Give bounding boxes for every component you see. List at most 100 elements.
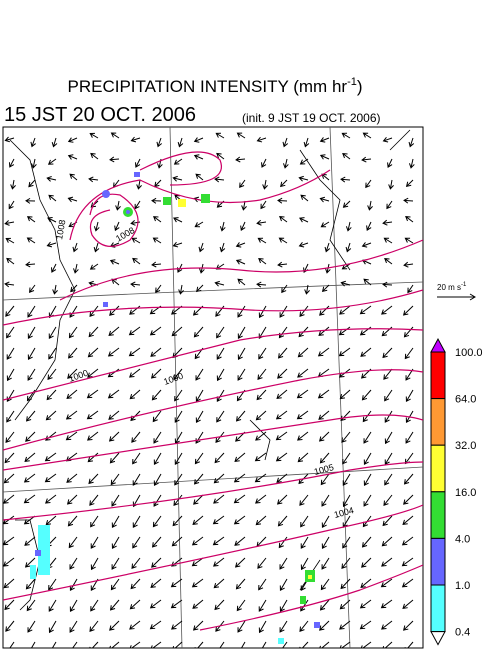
wind-arrow [258, 599, 267, 612]
wind-arrow [192, 515, 204, 526]
colorbar-segment [430, 584, 446, 633]
wind-arrow [362, 132, 372, 139]
title: PRECIPITATION INTENSITY (mm hr-1) [67, 76, 362, 96]
wind-arrow [279, 305, 288, 318]
wind-arrow [214, 599, 225, 611]
wind-arrow [320, 473, 330, 486]
wind-arrow [109, 620, 120, 631]
wind-arrow [297, 347, 309, 358]
wind-arrow [319, 641, 330, 648]
wind-arrow [277, 368, 288, 379]
wind-arrow [319, 620, 330, 631]
wind-arrow [234, 536, 246, 546]
wind-arrow [404, 641, 414, 648]
wind-arrow [235, 242, 246, 248]
wind-arrow [73, 263, 79, 274]
wind-arrow [405, 389, 414, 403]
precipitation [30, 172, 320, 644]
wind-arrow [90, 536, 99, 549]
title-text: PRECIPITATION INTENSITY (mm hr [67, 77, 347, 96]
wind-arrow [29, 284, 36, 293]
wind-arrow [278, 237, 288, 244]
wind-arrow [321, 284, 330, 292]
wind-arrow [26, 237, 36, 244]
wind-arrow [276, 494, 288, 505]
wind-arrow [405, 431, 414, 444]
wind-arrow [303, 137, 310, 148]
wind-arrow [108, 431, 120, 442]
wind-arrow [88, 473, 99, 485]
wind-arrow [233, 473, 246, 483]
wind-arrow [237, 620, 246, 633]
wind-arrow [214, 280, 225, 287]
wind-arrow [216, 326, 225, 339]
wind-arrow [195, 368, 204, 381]
wind-arrow [339, 641, 351, 648]
wind-arrow [340, 410, 351, 422]
wind-arrow [6, 326, 15, 339]
wind-arrow [381, 305, 393, 315]
wind-arrow [131, 431, 141, 443]
wind-arrow [5, 237, 15, 244]
wind-arrow [279, 557, 288, 570]
wind-arrow [298, 241, 309, 248]
wind-arrow [27, 305, 36, 318]
wind-arrow [150, 578, 162, 589]
wind-arrow [237, 368, 246, 381]
wind-arrow [195, 389, 204, 403]
wind-vectors [3, 132, 415, 648]
wind-arrow [110, 132, 120, 139]
wind-arrow [45, 431, 57, 441]
wind-arrow [153, 452, 162, 466]
wind-arrow [109, 305, 120, 316]
wind-arrow [405, 216, 414, 223]
wind-arrow [46, 389, 57, 401]
wind-arrow [255, 515, 267, 526]
wind-arrow [132, 452, 141, 465]
wind-arrow [384, 258, 393, 265]
wind-arrow [361, 156, 372, 163]
wind-arrow [255, 431, 267, 441]
wind-arrow [107, 368, 120, 378]
wind-arrow [195, 173, 204, 181]
wind-arrow [345, 242, 352, 253]
wind-arrow [318, 431, 330, 442]
wind-arrow [172, 515, 183, 527]
colorbar-segment [430, 351, 446, 400]
wind-arrow [172, 241, 183, 248]
wind-arrow [382, 515, 393, 527]
wind-arrow [93, 221, 100, 232]
wind-arrow [47, 158, 57, 165]
colorbar-label: 64.0 [455, 394, 476, 406]
wind-arrow [174, 452, 183, 465]
wind-arrow [278, 536, 288, 549]
wind-arrow [192, 620, 204, 631]
wind-arrow [107, 347, 120, 357]
wind-arrow [24, 557, 36, 568]
wind-arrow [219, 242, 226, 253]
wind-arrow [48, 599, 57, 612]
wind-arrow [177, 137, 184, 148]
wind-arrow [317, 347, 330, 357]
wind-arrow [129, 305, 141, 315]
wind-arrow [132, 515, 141, 528]
wind-arrow [360, 347, 372, 357]
wind-arrow [304, 284, 310, 295]
wind-arrow [110, 473, 120, 486]
wind-arrow [299, 620, 309, 632]
wind-arrow [51, 641, 57, 648]
wind-arrow [339, 599, 351, 610]
wind-arrow [51, 137, 58, 148]
wind-arrow [359, 599, 372, 609]
wind-arrow [342, 494, 351, 508]
wind-arrow [67, 196, 78, 203]
wind-arrow [108, 326, 120, 337]
wind-arrow [89, 641, 99, 648]
wind-arrow [23, 473, 36, 483]
wind-arrow [260, 200, 267, 210]
wind-arrow [115, 200, 121, 211]
wind-arrow [319, 154, 330, 160]
wind-arrow [155, 284, 162, 294]
wind-arrow [153, 431, 162, 444]
wind-arrow [110, 578, 120, 591]
